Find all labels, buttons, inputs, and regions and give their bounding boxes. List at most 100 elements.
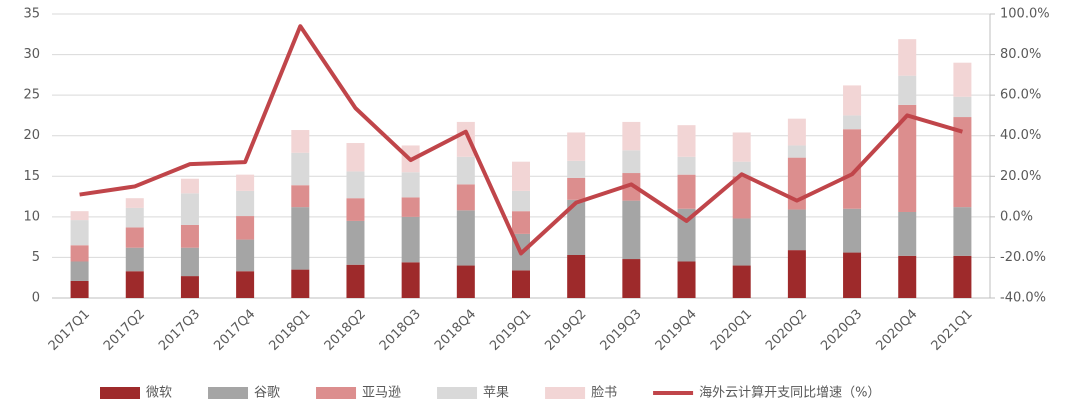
bar-segment — [236, 216, 255, 240]
bar-segment — [70, 261, 89, 281]
legend-label: 亚马逊 — [362, 386, 401, 401]
y2-tick-label: 40.0% — [1000, 128, 1041, 143]
y-tick-label: 0 — [32, 291, 40, 306]
x-tick-label: 2017Q2 — [101, 307, 148, 354]
bar-segment — [236, 239, 255, 272]
bar-segment — [180, 193, 199, 225]
bar-segment — [456, 121, 475, 157]
bar-segment — [567, 132, 586, 161]
bar-segment — [401, 262, 420, 298]
bar-segment — [898, 75, 917, 105]
y2-tick-label: 20.0% — [1000, 169, 1041, 184]
bar-segment — [236, 271, 255, 298]
bar-segment — [291, 269, 310, 298]
bar-segment — [236, 174, 255, 191]
bar-segment — [732, 218, 751, 266]
bar-segment — [953, 62, 972, 97]
legend-label: 脸书 — [591, 386, 617, 401]
y-tick-label: 5 — [32, 250, 40, 265]
bar-segment — [180, 276, 199, 298]
legend-swatch — [316, 387, 357, 399]
x-tick-label: 2020Q2 — [763, 307, 810, 354]
bar-segment — [677, 261, 696, 298]
y-tick-label: 15 — [23, 169, 40, 184]
legend-label: 微软 — [146, 386, 172, 401]
bar-segment — [787, 118, 806, 146]
y2-tick-label: 60.0% — [1000, 88, 1041, 103]
bar-segment — [291, 130, 310, 153]
bar-segment — [843, 252, 862, 298]
y2-tick-label: 0.0% — [1000, 209, 1033, 224]
x-tick-label: 2018Q1 — [267, 307, 314, 354]
bar-segment — [677, 174, 696, 209]
bar-segment — [622, 150, 641, 174]
bar-segment — [567, 199, 586, 255]
bar-segment — [677, 156, 696, 175]
bar-segment — [70, 220, 89, 246]
bar-segment — [291, 152, 310, 186]
bar-segment — [622, 259, 641, 298]
bar-segment — [346, 143, 365, 172]
y-tick-label: 20 — [23, 128, 40, 143]
legend-swatch — [545, 387, 586, 399]
bar-segment — [401, 197, 420, 217]
bar-segment — [180, 178, 199, 194]
bar-segment — [843, 129, 862, 209]
x-tick-label: 2019Q1 — [487, 307, 534, 354]
bar-segment — [787, 250, 806, 298]
bar-segment — [180, 224, 199, 248]
y-tick-label: 30 — [23, 47, 40, 62]
legend-label: 谷歌 — [254, 386, 280, 401]
bar-segment — [346, 171, 365, 199]
bar-segment — [677, 125, 696, 157]
bar-segment — [401, 216, 420, 263]
y-tick-label: 35 — [23, 7, 40, 22]
x-tick-label: 2017Q4 — [211, 307, 258, 354]
bar-segment — [953, 96, 972, 118]
bar-segment — [622, 173, 641, 201]
y2-tick-label: -40.0% — [1000, 291, 1046, 306]
bar-segment — [456, 265, 475, 298]
bar-segment — [456, 210, 475, 266]
bar-segment — [512, 211, 530, 234]
bar-segment — [732, 176, 751, 219]
bar-segment — [70, 245, 89, 262]
bar-segment — [843, 115, 862, 130]
bar-segment — [732, 161, 751, 177]
bar-segment — [401, 172, 420, 198]
bar-segment — [953, 255, 972, 298]
bar-segment — [291, 185, 310, 208]
legend-label: 苹果 — [483, 386, 509, 401]
bar-segment — [512, 270, 530, 298]
bar-segment — [125, 207, 144, 228]
bar-segment — [236, 190, 255, 217]
bar-segment — [677, 208, 696, 262]
bar-segment — [732, 132, 751, 162]
bar-segment — [125, 247, 144, 272]
x-tick-label: 2018Q4 — [432, 307, 479, 354]
bar-segment — [512, 161, 530, 191]
bar-segment — [125, 227, 144, 248]
legend-label: 海外云计算开支同比增速（%） — [699, 386, 880, 401]
x-tick-label: 2020Q1 — [708, 307, 755, 354]
y2-tick-label: -20.0% — [1000, 250, 1046, 265]
bar-segment — [567, 177, 586, 200]
bar-segment — [898, 211, 917, 256]
bar-segment — [456, 184, 475, 211]
bar-segment — [787, 209, 806, 251]
bar-segment — [180, 247, 199, 277]
x-tick-label: 2018Q2 — [322, 307, 369, 354]
bar-segment — [346, 264, 365, 298]
bar-segment — [70, 280, 89, 298]
x-tick-label: 2019Q4 — [653, 307, 700, 354]
y2-tick-label: 100.0% — [1000, 7, 1050, 22]
x-tick-label: 2018Q3 — [377, 307, 424, 354]
bar-segment — [843, 208, 862, 253]
bar-segment — [898, 104, 917, 212]
bar-segment — [787, 145, 806, 158]
legend-swatch — [208, 387, 249, 399]
y-tick-label: 10 — [23, 209, 40, 224]
x-tick-label: 2019Q3 — [598, 307, 645, 354]
x-tick-label: 2019Q2 — [542, 307, 589, 354]
